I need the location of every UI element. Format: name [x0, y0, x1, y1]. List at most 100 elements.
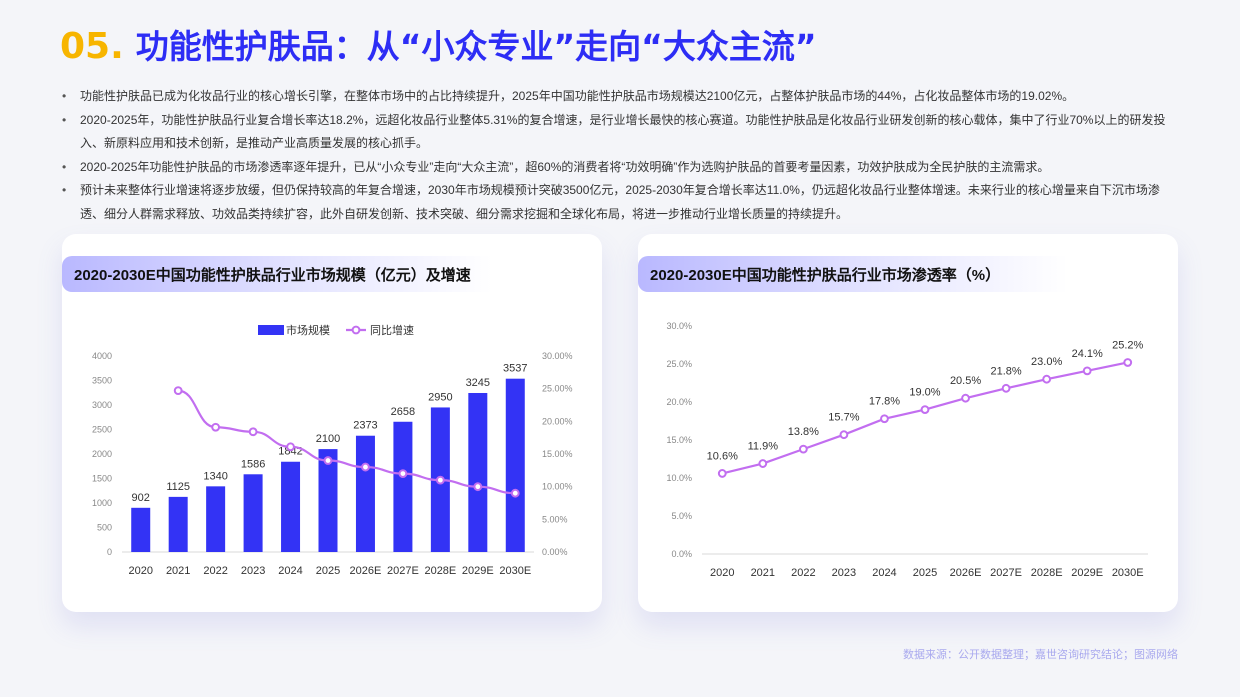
growth-point: [248, 427, 258, 437]
market-size-card: 2020-2030E中国功能性护肤品行业市场规模（亿元）及增速 0 500 1000…: [62, 234, 602, 612]
y2-tick-label: 0.00%: [542, 547, 568, 557]
x-tick-label: 2029E: [1071, 567, 1103, 579]
x-tick-label: 2020: [128, 565, 152, 577]
x-tick-label: 2025: [913, 567, 937, 579]
data-label: 17.8%: [869, 396, 900, 408]
y-tick-label: 20.0%: [666, 397, 692, 407]
x-tick-label: 2020: [710, 567, 734, 579]
growth-point: [211, 422, 221, 432]
chart-title: 2020-2030E中国功能性护肤品行业市场渗透率（%）: [650, 267, 1001, 284]
y2-tick-label: 30.00%: [542, 351, 573, 361]
bar-value-label: 1340: [203, 470, 227, 482]
bar-value-label: 1842: [278, 446, 302, 458]
x-tick-label: 2025: [316, 565, 340, 577]
x-tick-label: 2021: [166, 565, 190, 577]
y2-tick-label: 10.00%: [542, 482, 573, 492]
growth-point: [435, 475, 445, 485]
legend-label: 同比增速: [370, 323, 414, 337]
y-tick-label: 30.0%: [666, 321, 692, 331]
x-tick-label: 2023: [241, 565, 265, 577]
data-point: [1082, 366, 1092, 376]
legend-bar-swatch: [258, 325, 284, 335]
bar-value-label: 902: [132, 492, 150, 504]
data-point: [961, 393, 970, 403]
data-label: 19.0%: [909, 387, 940, 399]
bar: [468, 392, 488, 552]
x-tick-label: 2026E: [350, 565, 382, 577]
bar: [243, 474, 263, 552]
summary-bullet: 预计未来整体行业增速将逐步放缓，但仍保持较高的年复合增速，2030年市场规模预计…: [62, 179, 1182, 226]
bar-value-label: 1125: [166, 481, 190, 493]
x-tick-label: 2021: [751, 567, 775, 579]
x-tick-label: 2026E: [950, 567, 982, 579]
bar: [131, 507, 151, 552]
y-tick-label: 2500: [92, 425, 112, 435]
data-label: 23.0%: [1031, 356, 1062, 368]
x-tick-label: 2022: [203, 565, 227, 577]
data-source-note: 数据来源：公开数据整理；嘉世咨询研究结论；图源网络: [903, 649, 1178, 661]
x-tick-label: 2029E: [462, 565, 494, 577]
bar-value-label: 3245: [466, 377, 490, 389]
bar-value-label: 1586: [241, 458, 265, 470]
data-label: 21.8%: [990, 365, 1021, 377]
data-label: 11.9%: [748, 441, 779, 453]
growth-line: [177, 389, 516, 495]
growth-point: [323, 456, 333, 465]
y-tick-label: 3500: [92, 376, 112, 386]
y2-tick-label: 25.00%: [542, 384, 573, 394]
y-tick-label: 1500: [92, 474, 112, 484]
bar-value-label: 2100: [316, 433, 340, 445]
y2-tick-label: 15.00%: [542, 449, 573, 459]
data-point: [1123, 358, 1133, 367]
y-tick-label: 1000: [92, 498, 112, 508]
summary-bullet: 功能性护肤品已成为化妆品行业的核心增长引擎，在整体市场中的占比持续提升，2025…: [62, 85, 1182, 109]
y-tick-label: 10.0%: [666, 473, 692, 483]
y2-tick-label: 5.00%: [542, 514, 568, 524]
bar-value-label: 3537: [503, 363, 527, 375]
growth-point: [286, 442, 295, 452]
data-point: [920, 405, 930, 415]
y2-tick-label: 20.00%: [542, 416, 573, 426]
y-tick-label: 500: [97, 523, 112, 533]
bar: [281, 461, 301, 552]
legend-line-marker: [351, 325, 361, 335]
growth-point: [510, 488, 520, 498]
x-tick-label: 2024: [278, 565, 302, 577]
data-label: 13.8%: [788, 426, 819, 438]
data-label: 20.5%: [950, 375, 981, 387]
x-tick-label: 2027E: [387, 565, 419, 577]
y-tick-label: 15.0%: [666, 435, 692, 445]
x-tick-label: 2024: [872, 567, 896, 579]
x-tick-label: 2030E: [499, 565, 531, 577]
y-tick-label: 25.0%: [666, 359, 692, 369]
data-point: [758, 459, 768, 468]
bar: [393, 421, 413, 552]
bar: [355, 435, 375, 552]
x-tick-label: 2023: [832, 567, 856, 579]
y-tick-label: 4000: [92, 351, 112, 361]
penetration-line: [722, 361, 1128, 475]
y-tick-label: 2000: [92, 449, 112, 459]
bar-value-label: 2373: [353, 420, 377, 432]
section-number: 05.: [60, 26, 124, 67]
data-point: [880, 414, 889, 424]
y-tick-label: 0.0%: [671, 549, 692, 559]
summary-list: 功能性护肤品已成为化妆品行业的核心增长引擎，在整体市场中的占比持续提升，2025…: [62, 85, 1182, 226]
growth-point: [361, 462, 370, 472]
legend-label: 市场规模: [286, 323, 330, 337]
data-point: [1042, 374, 1052, 384]
data-label: 24.1%: [1072, 348, 1103, 360]
data-point: [798, 444, 808, 454]
chart-title-bar: 2020-2030E中国功能性护肤品行业市场渗透率（%）: [638, 256, 1068, 292]
summary-bullet: 2020-2025年，功能性护肤品行业复合增长率达18.2%，远超化妆品行业整体…: [62, 109, 1182, 156]
growth-point: [398, 469, 408, 479]
penetration-chart: 0.0% 5.0% 10.0% 15.0% 20.0% 25.0% 30.0% 2020 202…: [666, 321, 1148, 579]
data-label: 25.2%: [1112, 339, 1143, 351]
y-tick-label: 5.0%: [671, 511, 692, 521]
bar: [505, 378, 525, 552]
y-tick-label: 3000: [92, 400, 112, 410]
data-label: 15.7%: [828, 412, 859, 424]
bar: [206, 486, 226, 552]
chart-title-bar: 2020-2030E中国功能性护肤品行业市场规模（亿元）及增速: [62, 256, 492, 292]
data-point: [839, 430, 849, 440]
